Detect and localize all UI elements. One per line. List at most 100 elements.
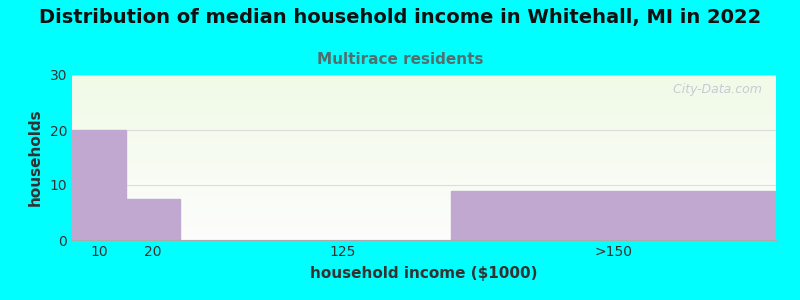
Bar bbox=[72, 167, 776, 168]
Bar bbox=[72, 191, 776, 192]
Bar bbox=[72, 202, 776, 203]
Bar bbox=[72, 77, 776, 78]
Bar bbox=[72, 88, 776, 89]
Bar bbox=[72, 134, 776, 135]
Bar bbox=[72, 212, 776, 213]
Bar bbox=[72, 183, 776, 184]
Bar bbox=[72, 194, 776, 195]
Bar bbox=[72, 86, 776, 87]
Bar bbox=[72, 157, 776, 158]
Bar bbox=[72, 192, 776, 193]
Bar bbox=[72, 75, 776, 76]
Bar bbox=[72, 206, 776, 207]
Bar bbox=[72, 198, 776, 199]
Bar bbox=[72, 92, 776, 93]
Bar bbox=[72, 116, 776, 117]
Bar bbox=[72, 230, 776, 231]
Bar bbox=[72, 144, 776, 145]
Bar bbox=[72, 168, 776, 169]
Bar bbox=[72, 148, 776, 149]
Bar bbox=[72, 124, 776, 125]
Bar bbox=[72, 189, 776, 190]
Bar bbox=[72, 172, 776, 173]
Bar bbox=[72, 239, 776, 240]
Text: Distribution of median household income in Whitehall, MI in 2022: Distribution of median household income … bbox=[39, 8, 761, 26]
Bar bbox=[72, 149, 776, 150]
Bar bbox=[72, 210, 776, 211]
Bar bbox=[72, 106, 776, 107]
Bar bbox=[72, 143, 776, 144]
Bar bbox=[72, 145, 776, 146]
Bar bbox=[72, 200, 776, 201]
Bar bbox=[72, 98, 776, 99]
Bar bbox=[72, 208, 776, 209]
Bar bbox=[72, 125, 776, 126]
Bar bbox=[72, 85, 776, 86]
Bar bbox=[72, 176, 776, 177]
Bar bbox=[72, 238, 776, 239]
Bar bbox=[72, 155, 776, 156]
Bar bbox=[72, 186, 776, 187]
Bar bbox=[72, 195, 776, 196]
Bar bbox=[72, 102, 776, 103]
Bar bbox=[72, 185, 776, 186]
Bar bbox=[72, 215, 776, 216]
Bar bbox=[72, 233, 776, 234]
Bar bbox=[72, 146, 776, 147]
Bar bbox=[72, 117, 776, 118]
Bar bbox=[72, 130, 776, 131]
Bar bbox=[72, 100, 776, 101]
Bar bbox=[72, 108, 776, 109]
Text: City-Data.com: City-Data.com bbox=[665, 83, 762, 96]
Bar bbox=[72, 97, 776, 98]
Bar bbox=[72, 79, 776, 80]
Bar bbox=[72, 178, 776, 179]
Bar bbox=[72, 173, 776, 174]
Bar bbox=[72, 129, 776, 130]
Y-axis label: households: households bbox=[27, 109, 42, 206]
Bar bbox=[72, 163, 776, 164]
Bar bbox=[72, 94, 776, 95]
Bar bbox=[72, 224, 776, 225]
Bar bbox=[72, 164, 776, 165]
Bar bbox=[72, 237, 776, 238]
Bar bbox=[72, 118, 776, 119]
Bar bbox=[72, 99, 776, 100]
Bar bbox=[72, 207, 776, 208]
Bar bbox=[72, 231, 776, 232]
Bar bbox=[72, 216, 776, 217]
Bar bbox=[72, 101, 776, 102]
Bar bbox=[72, 80, 776, 81]
Bar bbox=[72, 110, 776, 111]
Bar bbox=[72, 160, 776, 161]
Bar bbox=[72, 95, 776, 96]
Bar bbox=[72, 113, 776, 114]
Bar bbox=[72, 223, 776, 224]
Bar bbox=[72, 229, 776, 230]
Bar bbox=[72, 112, 776, 113]
Bar bbox=[72, 105, 776, 106]
Bar bbox=[72, 225, 776, 226]
Bar bbox=[72, 147, 776, 148]
Bar bbox=[72, 142, 776, 143]
Bar bbox=[72, 78, 776, 79]
Bar bbox=[72, 136, 776, 137]
Bar bbox=[72, 187, 776, 188]
Bar bbox=[72, 156, 776, 157]
Bar bbox=[72, 179, 776, 180]
Text: Multirace residents: Multirace residents bbox=[317, 52, 483, 68]
Bar bbox=[72, 151, 776, 152]
Bar bbox=[72, 132, 776, 133]
Bar bbox=[72, 222, 776, 223]
Bar bbox=[72, 228, 776, 229]
Bar bbox=[72, 201, 776, 202]
Bar bbox=[72, 90, 776, 91]
Bar bbox=[72, 232, 776, 233]
X-axis label: household income ($1000): household income ($1000) bbox=[310, 266, 538, 281]
Bar bbox=[72, 152, 776, 153]
Bar bbox=[72, 127, 776, 128]
Bar bbox=[72, 214, 776, 215]
Bar bbox=[72, 159, 776, 160]
Bar bbox=[72, 161, 776, 162]
Bar bbox=[72, 203, 776, 204]
